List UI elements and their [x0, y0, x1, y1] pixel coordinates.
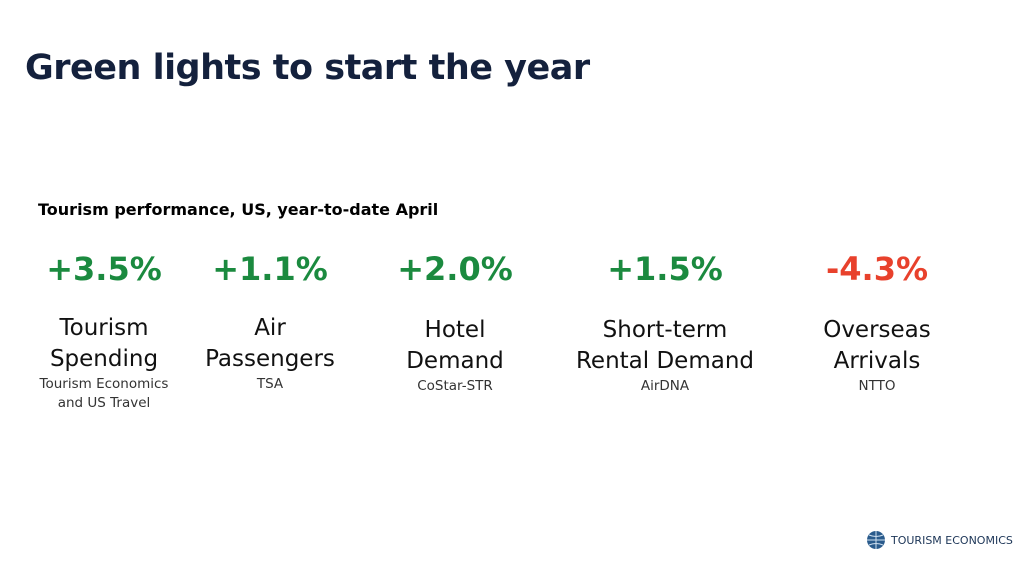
metric-label: Tourism Spending — [0, 313, 214, 375]
source-line: Tourism Economics — [39, 376, 169, 392]
label-line: Short-term — [602, 317, 728, 343]
metric-source: TSA — [160, 375, 380, 394]
metric-card: +3.5% Tourism Spending Tourism Economics and… — [0, 250, 214, 413]
logo-text: TOURISM ECONOMICS — [891, 533, 1013, 547]
metric-label: Overseas Arrivals — [767, 315, 987, 377]
metric-card: +1.1% Air Passengers TSA — [160, 250, 380, 394]
label-line: Passengers — [205, 346, 335, 372]
metric-source: Tourism Economics and US Travel — [0, 375, 214, 413]
metric-value: -4.3% — [825, 250, 929, 288]
metric-label: Short-term Rental Demand — [555, 315, 775, 377]
source-line: TSA — [256, 376, 284, 392]
metric-source: NTTO — [767, 377, 987, 396]
label-line: Tourism — [59, 315, 149, 341]
label-line: Rental Demand — [575, 348, 755, 374]
label-line: Hotel — [424, 317, 486, 343]
metric-value: +1.5% — [607, 250, 723, 288]
source-line: and US Travel — [57, 395, 151, 411]
metric-card: -4.3% Overseas Arrivals NTTO — [767, 250, 987, 396]
source-line: NTTO — [858, 378, 896, 394]
metric-value: +1.1% — [212, 250, 328, 288]
metric-value: +2.0% — [397, 250, 513, 288]
metric-label: Hotel Demand — [345, 315, 565, 377]
label-line: Air — [254, 315, 286, 341]
logo-globe — [867, 531, 885, 549]
metric-value: +3.5% — [46, 250, 162, 288]
metric-source: CoStar-STR — [345, 377, 565, 396]
metric-card: +2.0% Hotel Demand CoStar-STR — [345, 250, 565, 396]
source-line: AirDNA — [640, 378, 690, 394]
subtitle: Tourism performance, US, year-to-date Ap… — [38, 200, 439, 219]
label-line: Spending — [49, 346, 159, 372]
label-line: Overseas — [823, 317, 931, 343]
logo: TOURISM ECONOMICS — [866, 530, 1013, 550]
label-line: Arrivals — [833, 348, 921, 374]
source-line: CoStar-STR — [417, 378, 493, 394]
title: Green lights to start the year — [25, 48, 590, 88]
metric-source: AirDNA — [555, 377, 775, 396]
label-line: Demand — [406, 348, 504, 374]
metric-label: Air Passengers — [160, 313, 380, 375]
metric-card: +1.5% Short-term Rental Demand AirDNA — [555, 250, 775, 396]
